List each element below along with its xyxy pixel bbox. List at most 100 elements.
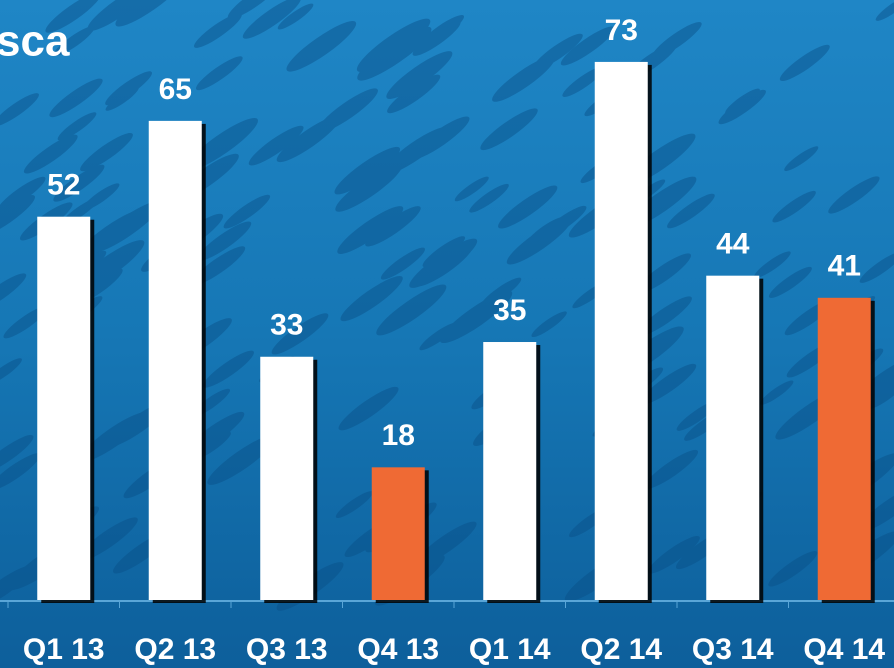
fish xyxy=(718,89,766,125)
fish xyxy=(53,26,95,56)
bar xyxy=(483,342,537,600)
fish xyxy=(480,108,538,151)
fish xyxy=(768,266,812,298)
fish xyxy=(828,176,880,214)
fish xyxy=(0,176,46,212)
fish xyxy=(667,193,715,229)
x-tick-label: Q3 13 xyxy=(246,633,328,666)
fish xyxy=(227,0,280,19)
fish xyxy=(422,236,466,268)
bar xyxy=(817,297,871,600)
fish xyxy=(0,434,34,473)
fish xyxy=(875,0,894,21)
fish xyxy=(53,164,105,202)
fish xyxy=(90,200,163,253)
fish xyxy=(415,521,477,567)
fish xyxy=(753,251,791,279)
fish xyxy=(859,251,894,283)
fish xyxy=(0,565,33,609)
fish xyxy=(82,183,120,211)
fish xyxy=(652,22,702,59)
fish xyxy=(357,26,432,81)
bar xyxy=(260,356,314,600)
value-label: 73 xyxy=(605,14,638,47)
bar xyxy=(37,216,91,600)
fish xyxy=(337,206,404,254)
fish xyxy=(277,3,314,30)
fish xyxy=(376,284,447,336)
fish xyxy=(385,41,421,67)
fish xyxy=(335,163,403,212)
x-tick-label: Q1 14 xyxy=(469,633,551,666)
fish xyxy=(0,453,41,491)
x-tick-label: Q3 14 xyxy=(692,633,774,666)
fish xyxy=(80,132,133,172)
fish xyxy=(725,88,760,114)
fish xyxy=(386,51,453,100)
fish xyxy=(317,88,378,133)
fish xyxy=(648,535,700,574)
fish xyxy=(416,245,473,287)
value-label: 65 xyxy=(159,73,192,106)
x-tick-label: Q2 14 xyxy=(580,633,662,666)
fish xyxy=(540,205,587,239)
value-label: 33 xyxy=(270,309,303,342)
fish xyxy=(202,350,254,388)
fish xyxy=(105,71,152,106)
fish xyxy=(248,125,304,166)
bar xyxy=(706,275,760,600)
value-label: 41 xyxy=(828,250,861,283)
fish xyxy=(382,127,449,175)
fish xyxy=(115,0,184,27)
value-label: 44 xyxy=(716,228,750,261)
fish xyxy=(105,86,139,111)
fish xyxy=(0,273,27,312)
fish xyxy=(532,33,583,70)
fish xyxy=(365,206,421,247)
fish xyxy=(410,116,470,160)
value-label: 18 xyxy=(382,419,415,452)
fish xyxy=(3,305,49,339)
fish xyxy=(640,363,697,405)
fish xyxy=(49,78,103,118)
fish xyxy=(419,15,465,48)
fish xyxy=(380,247,425,280)
fish xyxy=(207,435,277,485)
fish xyxy=(531,311,567,338)
fish xyxy=(79,412,148,462)
fish xyxy=(439,290,513,344)
fish xyxy=(271,313,329,355)
x-tick-label: Q4 14 xyxy=(803,633,885,666)
fish xyxy=(644,449,699,490)
fish xyxy=(196,221,252,261)
fish xyxy=(527,217,564,244)
x-tick-label: Q4 13 xyxy=(357,633,439,666)
fish xyxy=(562,66,605,97)
value-label: 35 xyxy=(493,294,526,327)
fish xyxy=(492,56,555,102)
bar xyxy=(594,61,648,601)
fish xyxy=(194,13,242,48)
fish xyxy=(338,386,399,431)
bar xyxy=(371,467,425,600)
fish xyxy=(335,491,373,519)
x-tick-label: Q1 13 xyxy=(23,633,105,666)
fish xyxy=(454,176,489,202)
fish xyxy=(334,146,401,195)
fish xyxy=(340,275,403,322)
fish xyxy=(356,18,431,72)
fish xyxy=(784,146,819,172)
fish xyxy=(772,190,816,223)
fish xyxy=(506,217,572,265)
fish xyxy=(276,116,341,163)
fish xyxy=(196,56,243,91)
fish xyxy=(223,194,271,229)
fish xyxy=(57,112,97,141)
fish xyxy=(560,26,615,66)
value-label: 52 xyxy=(47,169,80,202)
fish xyxy=(768,551,818,587)
fish xyxy=(419,322,458,351)
fish xyxy=(498,185,558,229)
fish xyxy=(469,183,509,213)
